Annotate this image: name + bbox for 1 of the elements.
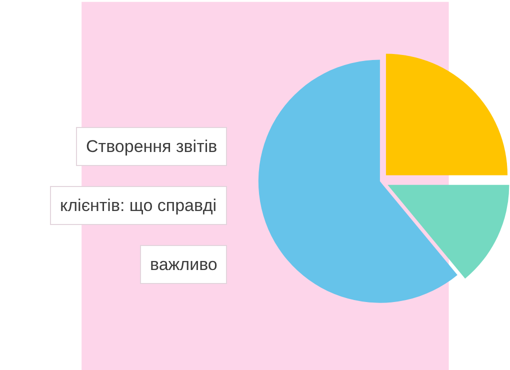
- chart-title: Створення звітів клієнтів: що справді важливо: [60, 137, 218, 274]
